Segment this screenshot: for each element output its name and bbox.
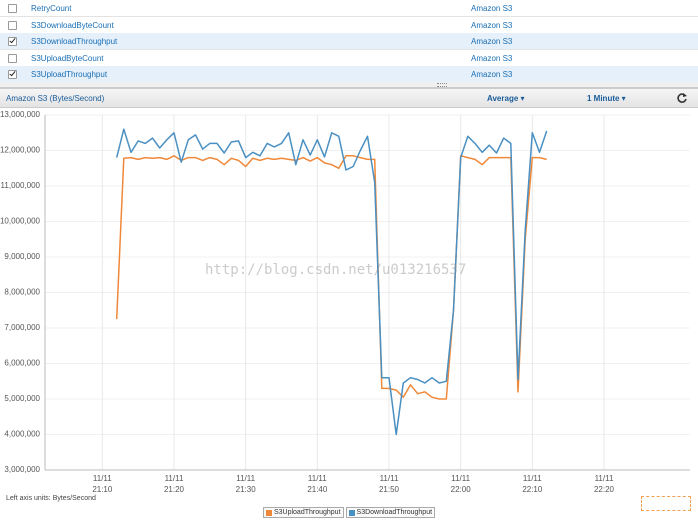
chart-title: Amazon S3 (Bytes/Second) — [6, 94, 105, 103]
legend-swatch — [348, 509, 355, 516]
statistic-label: Average — [487, 94, 519, 103]
x-tick-label: 11/11 21:10 — [92, 474, 113, 494]
namespace: Amazon S3 — [471, 53, 513, 63]
y-tick-label: 7,000,000 — [4, 323, 40, 332]
legend-label: S3DownloadThroughput — [356, 509, 433, 516]
x-tick-label: 11/11 22:10 — [522, 474, 543, 494]
series-line — [115, 155, 547, 400]
metric-row[interactable]: S3DownloadThroughput Amazon S3 — [0, 33, 698, 50]
checkbox[interactable] — [8, 37, 17, 46]
metric-name: S3UploadThroughput — [31, 70, 108, 79]
y-tick-label: 5,000,000 — [4, 394, 40, 403]
resize-box — [641, 496, 691, 511]
series-line — [115, 128, 548, 436]
legend-item[interactable]: S3UploadThroughput — [262, 507, 344, 518]
metric-name: RetryCount — [31, 4, 72, 13]
x-tick-label: 11/11 21:50 — [378, 474, 400, 494]
period-dropdown[interactable]: 1 Minute ▾ — [587, 94, 626, 103]
y-tick-label: 10,000,000 — [0, 217, 41, 226]
namespace: Amazon S3 — [471, 70, 513, 79]
metric-name: S3UploadByteCount — [31, 53, 104, 63]
y-tick-label: 8,000,000 — [4, 288, 40, 297]
refresh-button[interactable] — [676, 92, 688, 104]
namespace: Amazon S3 — [471, 4, 513, 13]
metric-row[interactable]: RetryCount Amazon S3 — [0, 0, 698, 17]
y-tick-label: 4,000,000 — [4, 430, 40, 439]
axis-note: Left axis units: Bytes/Second — [6, 495, 96, 502]
namespace: Amazon S3 — [471, 20, 513, 30]
metric-name: S3DownloadThroughput — [31, 37, 118, 46]
y-tick-label: 3,000,000 — [4, 465, 40, 474]
x-tick-label: 11/11 21:30 — [235, 474, 256, 494]
namespace: Amazon S3 — [471, 37, 513, 46]
y-tick-label: 12,000,000 — [0, 146, 41, 155]
checkbox[interactable] — [8, 4, 17, 13]
period-label: 1 Minute — [587, 94, 620, 103]
legend-label: S3UploadThroughput — [273, 509, 341, 516]
chart-toolbar: Amazon S3 (Bytes/Second) Average ▾ 1 Min… — [0, 88, 698, 108]
checkbox[interactable] — [8, 70, 17, 79]
y-tick-label: 11,000,000 — [1, 181, 41, 190]
y-tick-label: 9,000,000 — [4, 252, 40, 261]
y-tick-label: 6,000,000 — [4, 359, 40, 368]
legend-item[interactable]: S3DownloadThroughput — [345, 507, 436, 518]
x-tick-label: 11/11 21:40 — [307, 474, 328, 494]
legend: S3UploadThroughput S3DownloadThroughput — [0, 507, 698, 518]
splitter[interactable] — [0, 82, 698, 88]
statistic-dropdown[interactable]: Average ▾ — [487, 94, 525, 103]
x-tick-label: 11/11 22:00 — [450, 474, 471, 494]
splitter-grip — [437, 83, 447, 87]
legend-swatch — [265, 509, 272, 516]
watermark: http://blog.csdn.net/u013216537 — [205, 262, 467, 278]
metric-name: S3DownloadByteCount — [31, 20, 114, 30]
checkbox[interactable] — [8, 53, 17, 63]
x-tick-label: 11/11 22:20 — [593, 474, 615, 494]
y-tick-label: 13,000,000 — [0, 110, 41, 119]
x-tick-label: 11/11 21:20 — [163, 474, 185, 494]
checkbox[interactable] — [8, 20, 17, 30]
